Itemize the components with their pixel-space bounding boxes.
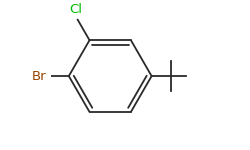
Text: Cl: Cl bbox=[70, 3, 83, 16]
Text: Br: Br bbox=[32, 70, 47, 83]
